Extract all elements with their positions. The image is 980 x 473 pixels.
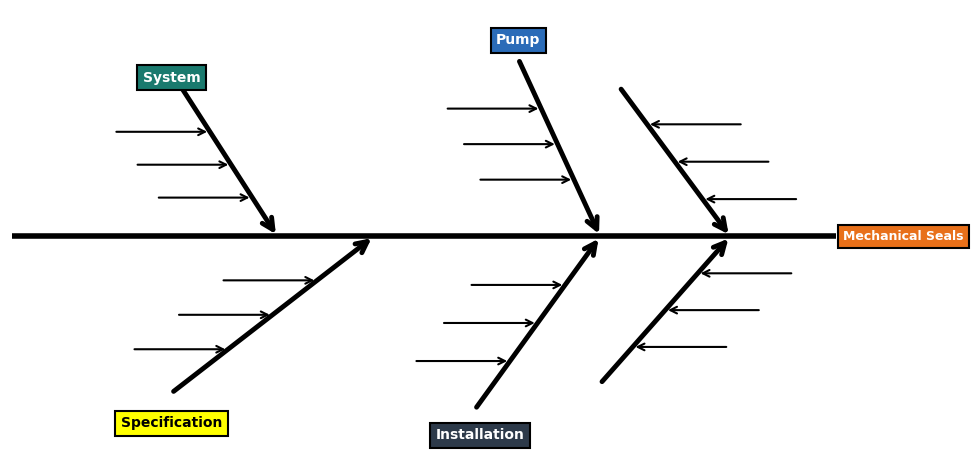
Text: Installation: Installation bbox=[435, 428, 524, 442]
Text: Mechanical Seals: Mechanical Seals bbox=[844, 230, 964, 243]
Text: System: System bbox=[142, 70, 200, 85]
Text: Pump: Pump bbox=[496, 33, 541, 47]
Text: Specification: Specification bbox=[121, 417, 222, 430]
